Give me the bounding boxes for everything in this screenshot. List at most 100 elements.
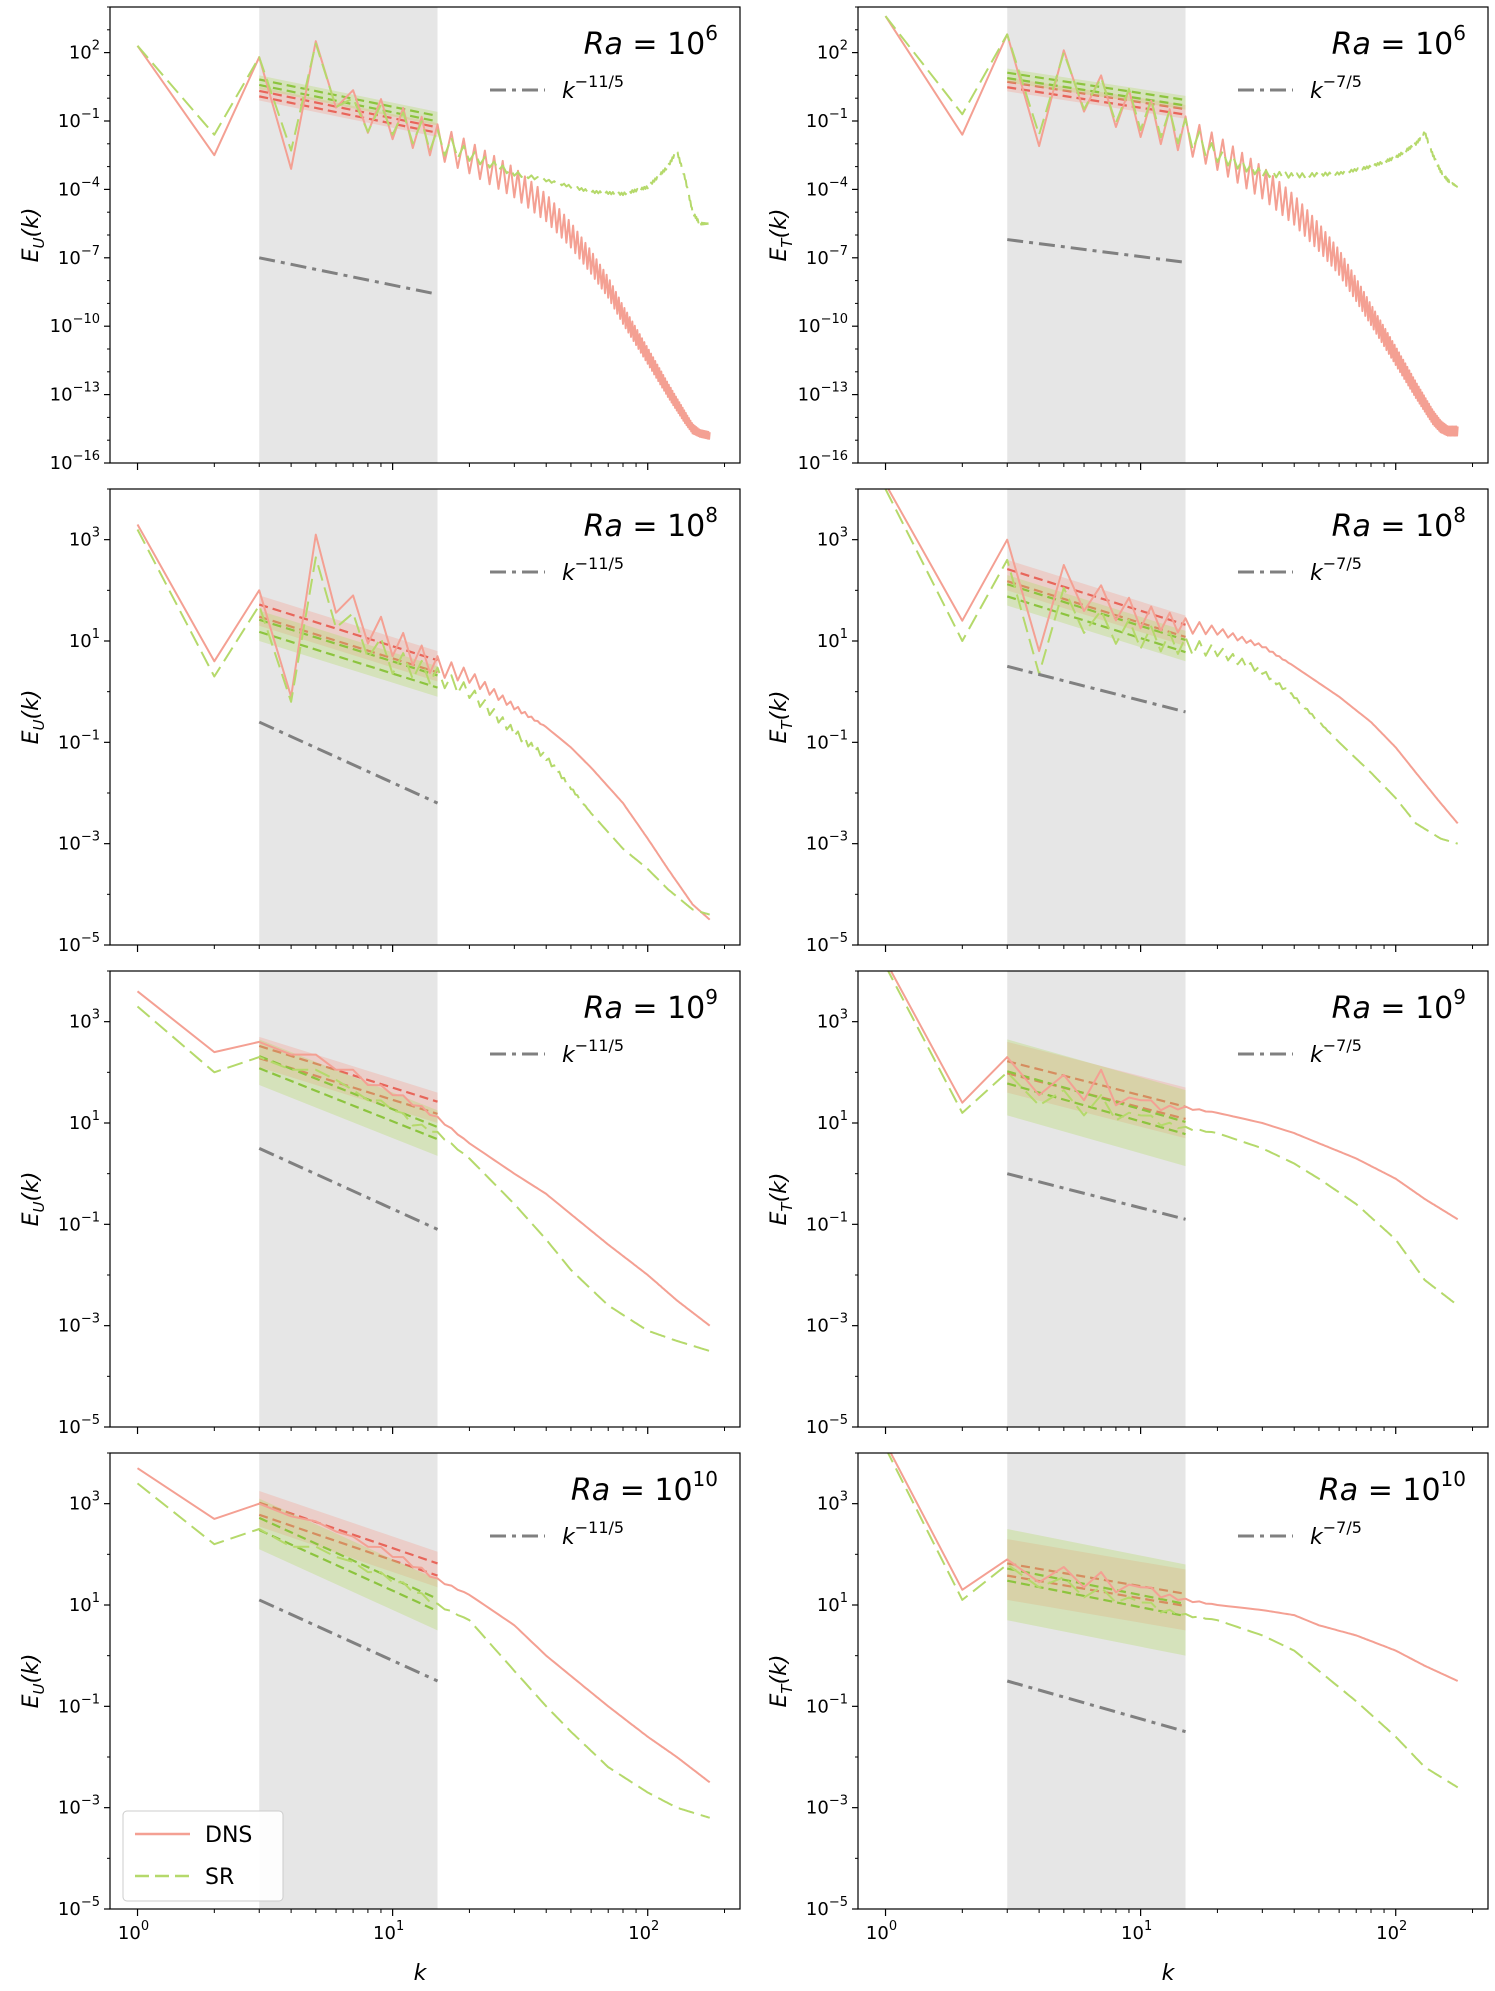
- y-tick-label: 103: [817, 1008, 848, 1033]
- fit-band-sr: [1007, 1039, 1186, 1167]
- y-tick-label: 103: [69, 526, 100, 551]
- series-dns: [887, 489, 1459, 825]
- y-tick-label: 101: [69, 1109, 100, 1134]
- fit-line-sr: [259, 78, 438, 118]
- fit-line-dns: [258, 1501, 438, 1565]
- guide-legend-label: k−11/5: [562, 1036, 624, 1068]
- panel-frame: [109, 1452, 741, 1910]
- fit-band-dns: [1007, 1539, 1186, 1631]
- y-tick-label: 101: [817, 1591, 848, 1616]
- panel-frame: [109, 970, 741, 1428]
- y-axis-label: ET(k): [767, 1173, 796, 1226]
- y-tick-label: 101: [69, 627, 100, 652]
- y-tick-label: 10−5: [58, 1413, 100, 1438]
- fit-line-dns: [1006, 580, 1186, 638]
- series-dns: [136, 990, 711, 1327]
- x-tick-label: 100: [866, 1919, 897, 1944]
- panel-u10: 103 101 10−1 10−3 10−5 100 101 102 EU(k) Ra = 101…: [19, 1452, 741, 1944]
- legend: DNS SR: [122, 1810, 284, 1902]
- y-tick-label: 102: [817, 39, 848, 64]
- y-tick-label: 10−1: [58, 728, 100, 753]
- panel-u6: 102 10−1 10−4 10−7 10−10 10−13 10−16 EU(k) Ra = …: [19, 6, 741, 474]
- y-tick-label: 10−3: [58, 1312, 100, 1337]
- ra-label: Ra = 1010: [1319, 1467, 1466, 1508]
- guide-line: [1006, 664, 1186, 714]
- panel-frame: [857, 1452, 1489, 1910]
- y-tick-label: 10−1: [58, 1692, 100, 1717]
- shaded-range: [1007, 489, 1186, 945]
- legend-label-sr: SR: [205, 1865, 234, 1890]
- panel-t10: 103 101 10−1 10−3 10−5 100 101 102 ET(k) Ra = 101…: [767, 1452, 1489, 1944]
- panel-u8: 103 101 10−1 10−3 10−5 EU(k) Ra = 108 k−11/5: [19, 488, 741, 956]
- y-tick-label: 10−1: [806, 1210, 848, 1235]
- y-axis-label: EU(k): [19, 1654, 48, 1709]
- y-tick-label: 10−4: [806, 175, 848, 200]
- y-tick-label: 10−10: [50, 312, 100, 337]
- y-tick-label: 101: [817, 1109, 848, 1134]
- y-tick-label: 10−5: [806, 1413, 848, 1438]
- fit-band-sr: [259, 1039, 438, 1156]
- y-tick-label: 101: [817, 627, 848, 652]
- y-tick-label: 10−13: [798, 381, 848, 406]
- guide-legend-label: k−7/5: [1310, 554, 1362, 586]
- guide-line: [1007, 238, 1186, 264]
- guide-line: [258, 1146, 439, 1231]
- fit-band-sr: [1007, 1529, 1186, 1656]
- y-tick-label: 10−1: [58, 107, 100, 132]
- y-tick-label: 10−7: [58, 244, 100, 269]
- fit-line-sr: [1006, 1070, 1186, 1124]
- fit-line-sr: [259, 83, 438, 123]
- y-tick-label: 10−3: [58, 1794, 100, 1819]
- plot-area: [136, 489, 711, 945]
- guide-line: [258, 256, 438, 296]
- y-tick-label: 103: [817, 526, 848, 551]
- shaded-range: [259, 489, 438, 945]
- shaded-range: [259, 971, 438, 1427]
- fit-band-dns: [1007, 559, 1186, 647]
- legend-box: [122, 1810, 284, 1902]
- y-tick-label: 103: [69, 1490, 100, 1515]
- panel-t9: 103 101 10−1 10−3 10−5 ET(k) Ra = 109 k−7/5: [767, 970, 1489, 1438]
- fit-line-dns: [259, 95, 438, 134]
- x-tick-label: 100: [118, 1919, 149, 1944]
- x-tick-label: 102: [628, 1919, 659, 1944]
- panel-u9: 103 101 10−1 10−3 10−5 EU(k) Ra = 109 k−11/5: [19, 970, 741, 1438]
- ra-label: Ra = 106: [584, 21, 718, 62]
- y-axis-label: ET(k): [767, 691, 796, 744]
- series-sr: [884, 489, 1459, 845]
- y-tick-label: 10−16: [798, 449, 848, 474]
- series-dns: [889, 1453, 1459, 1682]
- guide-legend-label: k−11/5: [562, 72, 624, 104]
- shaded-range: [259, 1453, 438, 1909]
- fit-line-sr: [258, 1529, 439, 1613]
- x-tick-label: 102: [1376, 1919, 1407, 1944]
- fit-line-dns: [258, 1044, 438, 1103]
- y-tick-label: 10−3: [806, 1312, 848, 1337]
- series-sr: [136, 1005, 711, 1352]
- plot-area: [884, 7, 1459, 463]
- guide-legend-label: k−7/5: [1310, 72, 1362, 104]
- fit-line-dns: [1007, 86, 1186, 116]
- y-tick-label: 10−1: [806, 107, 848, 132]
- panel-frame: [109, 488, 741, 946]
- guide-line: [1006, 1172, 1186, 1221]
- series-dns: [889, 971, 1459, 1221]
- y-tick-label: 10−1: [806, 1692, 848, 1717]
- y-tick-label: 102: [69, 39, 100, 64]
- shaded-range: [1007, 1453, 1186, 1909]
- y-tick-label: 10−3: [806, 830, 848, 855]
- plot-area: [887, 971, 1459, 1427]
- guide-line: [258, 720, 439, 805]
- ra-label: Ra = 108: [1332, 503, 1466, 544]
- y-tick-label: 10−5: [806, 931, 848, 956]
- y-tick-label: 101: [69, 1591, 100, 1616]
- fit-line-dns: [1007, 1562, 1186, 1595]
- series-sr: [136, 42, 711, 226]
- fit-line-sr: [258, 1055, 438, 1129]
- plot-area: [886, 1453, 1459, 1909]
- y-axis-label: ET(k): [767, 209, 796, 262]
- y-tick-label: 10−3: [58, 830, 100, 855]
- plot-area: [136, 971, 711, 1427]
- guide-legend-label: k−11/5: [562, 1518, 624, 1550]
